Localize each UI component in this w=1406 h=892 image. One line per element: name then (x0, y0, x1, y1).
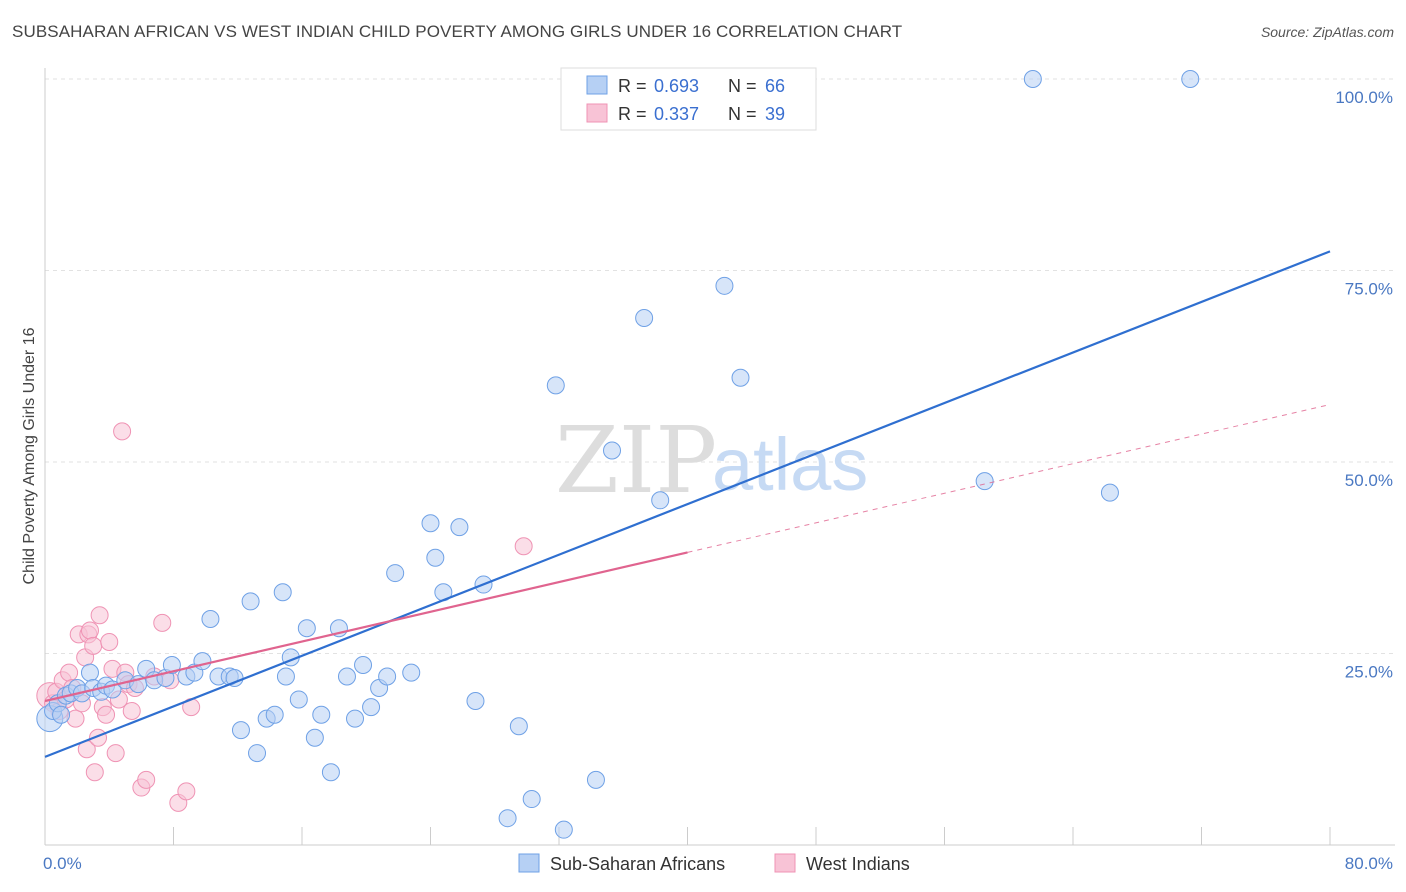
correlation-legend: R = 0.693 N = 66 R = 0.337 N = 39 (560, 67, 817, 131)
series-legend-label: Sub-Saharan Africans (550, 854, 725, 874)
legend-r-value: 0.693 (654, 76, 699, 96)
sub-saharan-africans-point (426, 548, 445, 567)
x-tick-labels: 0.0% 80.0% (43, 854, 1393, 873)
sub-saharan-africans-trend-line (44, 250, 1331, 758)
sub-saharan-africans-point (603, 441, 622, 460)
west-indians-point (60, 663, 79, 682)
legend-swatch-pink (586, 103, 608, 123)
sub-saharan-africans-point (651, 491, 670, 510)
sub-saharan-africans-point (731, 368, 750, 387)
sub-saharan-africans-point (162, 655, 181, 674)
legend-r-value: 0.337 (654, 104, 699, 124)
y-tick-label: 50.0% (1345, 471, 1393, 490)
sub-saharan-africans-point (241, 592, 260, 611)
sub-saharan-africans-point (248, 744, 267, 763)
sub-saharan-africans-point (231, 721, 250, 740)
watermark-zip: ZIP (555, 407, 717, 514)
sub-saharan-africans-point (522, 790, 541, 809)
west-indians-point (85, 763, 104, 782)
legend-n-value: 39 (765, 104, 785, 124)
sub-saharan-africans-point (421, 514, 440, 533)
legend-r-label: R = (618, 104, 647, 124)
series-legend-label: West Indians (806, 854, 910, 874)
legend-n-label: N = (728, 104, 757, 124)
sub-saharan-africans-point (386, 564, 405, 583)
y-tick-label: 100.0% (1335, 88, 1393, 107)
sub-saharan-africans-point (975, 472, 994, 491)
sub-saharan-africans-point (450, 518, 469, 537)
y-tick-label: 75.0% (1345, 280, 1393, 299)
sub-saharan-africans-point (80, 663, 99, 682)
sub-saharan-africans-point (635, 308, 654, 327)
sub-saharan-africans-point (337, 667, 356, 686)
legend-n-label: N = (728, 76, 757, 96)
sub-saharan-africans-point (362, 698, 381, 717)
sub-saharan-africans-point (554, 820, 573, 839)
y-tick-labels: 25.0% 50.0% 75.0% 100.0% (1335, 88, 1393, 682)
sub-saharan-africans-point (265, 705, 284, 724)
gridlines (45, 78, 1395, 654)
sub-saharan-africans-points (36, 70, 1200, 839)
west-indians-point (113, 422, 132, 441)
sub-saharan-africans-point (201, 610, 220, 629)
sub-saharan-africans-point (354, 655, 373, 674)
sub-saharan-africans-point (509, 717, 528, 736)
west-indians-trend-line (44, 551, 688, 703)
sub-saharan-africans-point (715, 276, 734, 295)
x-tick-label: 80.0% (1345, 854, 1393, 873)
x-tick-label: 0.0% (43, 854, 82, 873)
sub-saharan-africans-point (273, 583, 292, 602)
west-indians-point (514, 537, 533, 556)
sub-saharan-africans-point (1100, 483, 1119, 502)
legend-swatch-blue (586, 75, 608, 95)
trend-lines (44, 250, 1331, 758)
legend-n-value: 66 (765, 76, 785, 96)
west-indians-point (90, 606, 109, 625)
west-indians-point (122, 701, 141, 720)
west-indians-point (106, 744, 125, 763)
west-indians-point (100, 633, 119, 652)
sub-saharan-africans-point (378, 667, 397, 686)
west-indians-point (80, 621, 99, 640)
sub-saharan-africans-point (52, 705, 71, 724)
west-indians-points (36, 422, 533, 812)
sub-saharan-africans-point (402, 663, 421, 682)
sub-saharan-africans-point (297, 619, 316, 638)
sub-saharan-africans-point (346, 709, 365, 728)
legend-r-label: R = (618, 76, 647, 96)
sub-saharan-africans-point (193, 652, 212, 671)
chart-title: SUBSAHARAN AFRICAN VS WEST INDIAN CHILD … (12, 22, 903, 41)
series-legend: Sub-Saharan Africans West Indians (518, 853, 910, 874)
sub-saharan-africans-point (546, 376, 565, 395)
series-legend-swatch-pink (774, 853, 796, 873)
sub-saharan-africans-point (321, 763, 340, 782)
west-indians-point (177, 782, 196, 801)
west-indians-point (137, 770, 156, 789)
sub-saharan-africans-point (276, 667, 295, 686)
sub-saharan-africans-point (305, 728, 324, 747)
sub-saharan-africans-point (586, 770, 605, 789)
west-indians-point (153, 613, 172, 632)
sub-saharan-africans-point (466, 691, 485, 710)
west-indians-point (84, 636, 103, 655)
west-indians-point (97, 705, 116, 724)
series-legend-swatch-blue (518, 853, 540, 873)
y-axis-title: Child Poverty Among Girls Under 16 (21, 327, 38, 584)
y-tick-label: 25.0% (1345, 663, 1393, 682)
sub-saharan-africans-point (1023, 70, 1042, 88)
sub-saharan-africans-point (289, 690, 308, 709)
source-credit: Source: ZipAtlas.com (1260, 24, 1394, 40)
watermark: ZIP atlas (555, 407, 868, 514)
sub-saharan-africans-point (1181, 70, 1200, 88)
sub-saharan-africans-point (498, 809, 517, 828)
sub-saharan-africans-point (312, 705, 331, 724)
